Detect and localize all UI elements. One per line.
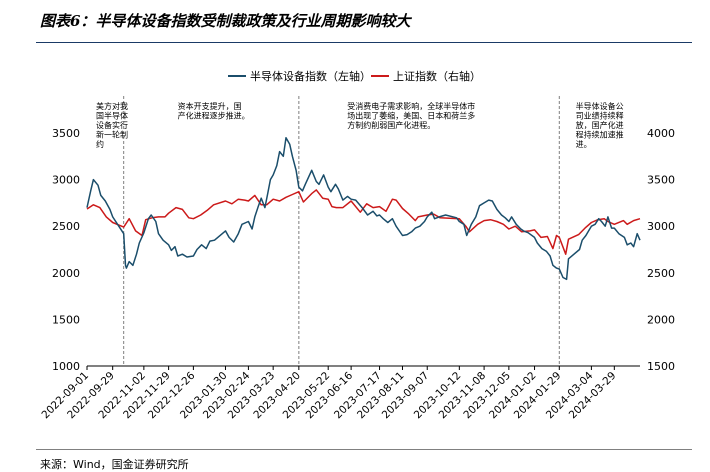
title-rule — [36, 42, 692, 43]
annotation-line: 半导体设备公 — [576, 101, 624, 111]
axes: 1000 1500 2000 2500 3000 3500 1500 2000 2500 3000… — [39, 127, 675, 421]
y-tick-label-right: 4000 — [647, 127, 675, 140]
event-lines — [123, 96, 560, 366]
legend: 半导体设备指数（左轴） 上证指数（右轴） — [228, 69, 481, 83]
figure-title: 图表6：半导体设备指数受制裁政策及行业周期影响较大 — [40, 12, 411, 30]
annotation-line: 新一轮制 — [96, 130, 128, 140]
y-tick-label-left: 1500 — [52, 313, 80, 326]
annotation-line: 约 — [96, 139, 104, 149]
annotation-line: 方制约削弱国产化进程。 — [347, 120, 435, 130]
legend-label-left-series: 半导体设备指数（左轴） — [250, 69, 371, 83]
annotation-line: 资本开支提升，国 — [178, 101, 242, 111]
y-tick-label-right: 3500 — [647, 174, 675, 187]
y-tick-label-left: 1000 — [52, 360, 80, 373]
source-note: 来源：Wind，国金证券研究所 — [40, 458, 189, 471]
y-tick-label-left: 3000 — [52, 174, 80, 187]
y-tick-label-right: 1500 — [647, 360, 675, 373]
annotation-line: 场出现了萎缩，美国、日本和荷兰多 — [347, 111, 475, 121]
series-layer — [86, 136, 641, 281]
annotation-line: 司业绩持续释 — [576, 111, 624, 121]
y-tick-label-right: 3000 — [647, 220, 675, 233]
legend-label-right-series: 上证指数（右轴） — [393, 69, 481, 83]
annotation-line: 设备实行 — [96, 120, 128, 130]
annotation-line: 国半导体 — [96, 111, 128, 121]
series-line-shanghai-index — [86, 189, 641, 255]
annotation-line: 美方对我 — [96, 101, 128, 111]
y-tick-label-left: 3500 — [52, 127, 80, 140]
annotation-block: 受消费电子需求影响，全球半导体市场出现了萎缩，美国、日本和荷兰多方制约削弱国产化… — [347, 101, 475, 130]
annotation-line: 放，国产化进 — [576, 120, 624, 130]
annotation-line: 受消费电子需求影响，全球半导体市 — [347, 101, 475, 111]
y-tick-label-right: 2500 — [647, 267, 675, 280]
annotation-line: 程持续加速推 — [576, 130, 624, 140]
source-rule — [36, 449, 692, 450]
annotation-line: 产化进程逐步推进。 — [178, 111, 250, 121]
y-tick-label-left: 2500 — [52, 220, 80, 233]
annotation-line: 进。 — [576, 140, 592, 149]
y-tick-label-right: 2000 — [647, 313, 675, 326]
y-tick-label-left: 2000 — [52, 267, 80, 280]
series-line-semiconductor-equipment-index — [86, 136, 641, 281]
